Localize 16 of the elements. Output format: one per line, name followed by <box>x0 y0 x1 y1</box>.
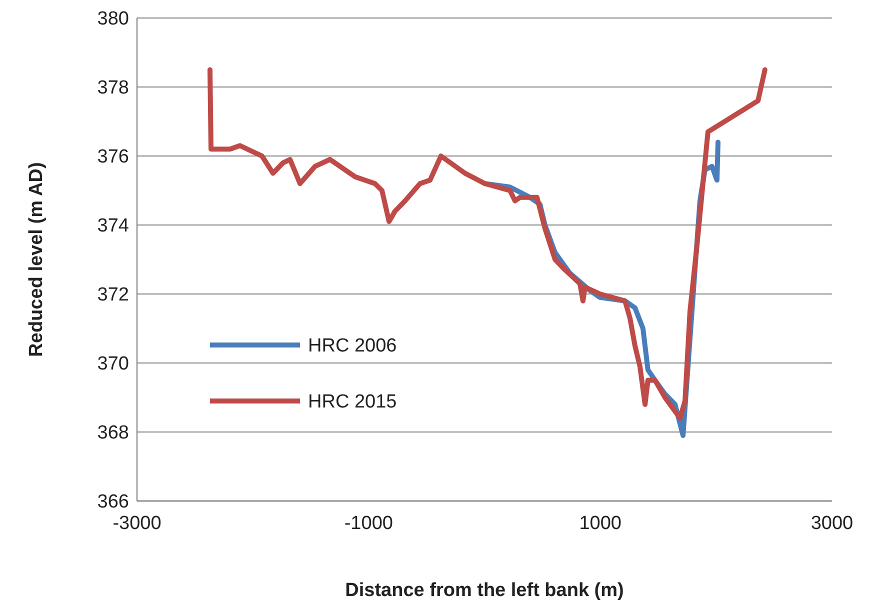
legend-label: HRC 2015 <box>308 392 397 413</box>
x-tick-label: -1000 <box>344 513 393 534</box>
x-axis-title: Distance from the left bank (m) <box>345 580 624 601</box>
legend-label: HRC 2006 <box>308 336 397 357</box>
x-tick-label: 1000 <box>579 513 622 534</box>
y-tick-label: 370 <box>97 354 129 375</box>
y-axis-title: Reduced level (m AD) <box>26 162 47 357</box>
x-tick-label: 3000 <box>810 513 854 534</box>
y-tick-label: 368 <box>97 422 129 444</box>
y-tick-label: 372 <box>97 284 129 306</box>
y-tick-label: 376 <box>97 146 129 168</box>
y-tick-label: 374 <box>97 216 130 237</box>
y-tick-label: 366 <box>97 492 129 513</box>
y-tick-label: 378 <box>97 78 129 99</box>
x-tick-label: -3000 <box>112 513 162 534</box>
y-tick-label: 380 <box>97 8 129 30</box>
